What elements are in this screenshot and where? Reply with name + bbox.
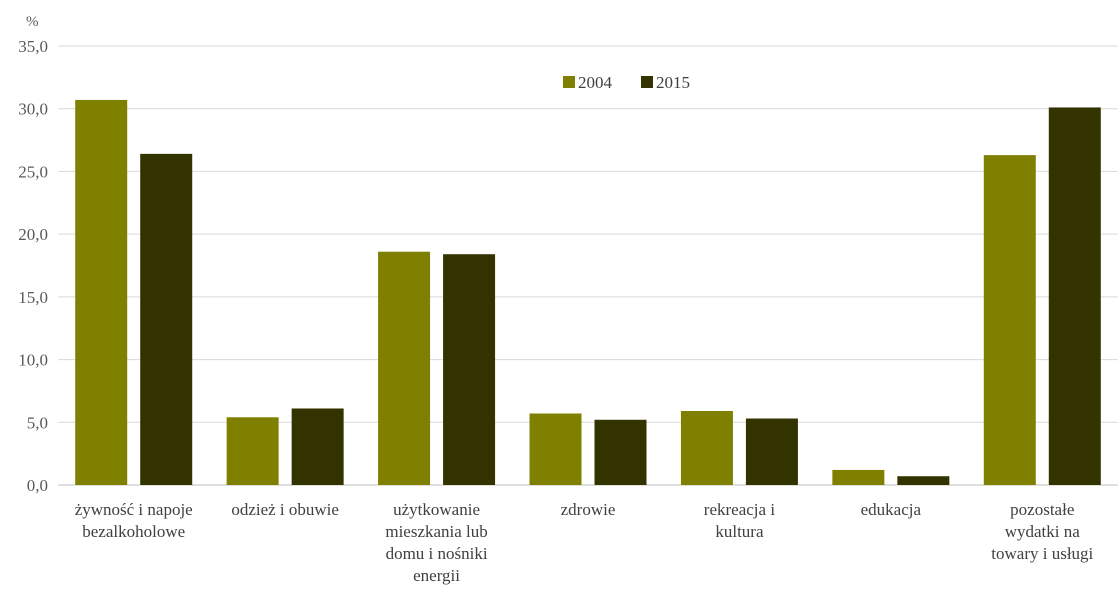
x-category-label: użytkowanie mieszkania lub domu i nośniki e…: [385, 500, 488, 585]
bar-2004: [680, 410, 733, 485]
legend-swatch-2015: [641, 76, 653, 88]
x-category-label: odzież i obuwie: [231, 500, 339, 519]
x-category-label: zdrowie: [561, 500, 616, 519]
legend-label: 2004: [578, 73, 613, 92]
y-tick-label: 30,0: [18, 100, 48, 119]
bars: [75, 99, 1101, 486]
bar-2015: [291, 408, 344, 485]
bar-2004: [378, 251, 431, 485]
y-axis: % 0,0 5,0 10,0 15,0 20,0 25,0 30,0 35,0: [18, 14, 48, 495]
gridlines: [58, 45, 1118, 486]
x-category-label: żywność i napoje bezalkoholowe: [75, 500, 193, 541]
y-tick-label: 15,0: [18, 288, 48, 307]
bar-2015: [1048, 107, 1101, 486]
bar-2015: [745, 418, 798, 485]
bar-2004: [75, 99, 128, 485]
bar-2004: [226, 417, 279, 485]
bar-2015: [140, 153, 193, 485]
bar-2004: [983, 155, 1036, 485]
x-category-label: rekreacja i kultura: [704, 500, 776, 541]
bar-2004: [832, 469, 885, 485]
y-tick-label: 0,0: [27, 476, 48, 495]
x-category-label: pozostałe wydatki na towary i usługi: [991, 500, 1093, 563]
y-tick-label: 35,0: [18, 37, 48, 56]
legend-label: 2015: [656, 73, 690, 92]
x-axis: żywność i napoje bezalkoholowe odzież i ob…: [75, 500, 1094, 585]
bar-2004: [529, 413, 582, 485]
y-tick-label: 5,0: [27, 413, 48, 432]
bar-2015: [443, 254, 496, 485]
bar-2015: [594, 419, 647, 485]
legend: 2004 2015: [563, 73, 690, 92]
x-category-label: edukacja: [861, 500, 922, 519]
y-tick-label: 25,0: [18, 162, 48, 181]
y-unit-label: %: [26, 14, 39, 30]
legend-swatch-2004: [563, 76, 575, 88]
y-tick-label: 10,0: [18, 351, 48, 370]
y-tick-label: 20,0: [18, 225, 48, 244]
bar-2015: [897, 476, 950, 485]
